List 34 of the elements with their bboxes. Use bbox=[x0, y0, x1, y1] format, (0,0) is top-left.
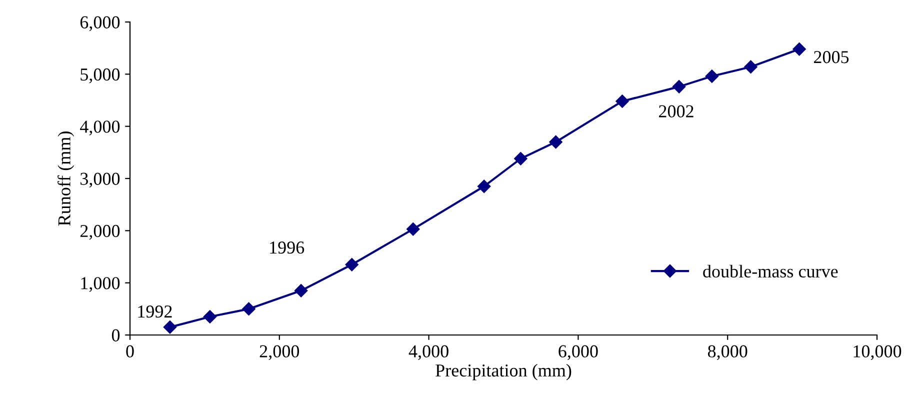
y-tick-label: 3,000 bbox=[80, 172, 120, 188]
point bbox=[792, 42, 806, 56]
y-tick-label: 0 bbox=[112, 329, 120, 342]
x-tick-label: 0 bbox=[126, 345, 134, 358]
point bbox=[163, 320, 177, 334]
legend-label: double-mass curve bbox=[703, 264, 838, 278]
annotation: 2005 bbox=[814, 51, 849, 64]
point bbox=[242, 302, 256, 316]
point bbox=[672, 80, 686, 94]
y-tick-label: 2,000 bbox=[80, 224, 120, 240]
annotation: 1996 bbox=[270, 242, 304, 254]
point bbox=[477, 180, 491, 193]
annotation: 1992 bbox=[138, 305, 172, 318]
point bbox=[203, 310, 217, 324]
y-tick-label: 5,000 bbox=[80, 68, 120, 84]
x-tick-label: 8,000 bbox=[708, 345, 748, 360]
point bbox=[549, 135, 562, 149]
point bbox=[514, 152, 528, 166]
y-tick-label: 6,000 bbox=[80, 16, 120, 32]
point bbox=[616, 94, 629, 108]
y-axis-title: Runoff (mm) bbox=[58, 132, 74, 226]
point bbox=[406, 222, 420, 236]
point bbox=[345, 258, 358, 272]
point bbox=[705, 70, 718, 83]
annotation: 2002 bbox=[659, 105, 694, 118]
point bbox=[294, 284, 308, 298]
point bbox=[744, 60, 758, 74]
x-tick-label: 4,000 bbox=[408, 345, 448, 360]
y-tick-label: 1,000 bbox=[81, 277, 120, 292]
x-tick-label: 2,000 bbox=[260, 345, 300, 360]
x-tick-label: 10,000 bbox=[854, 345, 902, 360]
x-tick-label: 6,000 bbox=[558, 345, 598, 360]
x-axis-title: Precipitation (mm) bbox=[436, 364, 572, 380]
y-tick-label: 4,000 bbox=[80, 120, 120, 136]
